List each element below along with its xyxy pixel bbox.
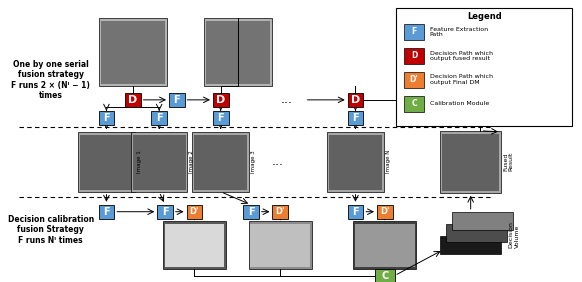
- Bar: [162, 221, 226, 269]
- Bar: [206, 21, 271, 84]
- Text: D': D': [275, 207, 285, 216]
- Bar: [169, 93, 184, 107]
- Bar: [347, 111, 363, 125]
- Bar: [213, 111, 229, 125]
- Bar: [165, 224, 224, 267]
- Text: Feature Extraction
Path: Feature Extraction Path: [430, 27, 488, 37]
- Text: Decision Path which
output Final DM: Decision Path which output Final DM: [430, 74, 493, 85]
- Bar: [80, 135, 133, 190]
- Bar: [404, 72, 424, 88]
- Text: F: F: [411, 27, 417, 36]
- Text: D: D: [216, 95, 225, 105]
- Text: D': D': [410, 75, 418, 84]
- Bar: [441, 236, 501, 254]
- Text: Fused
Result: Fused Result: [503, 152, 514, 171]
- Bar: [194, 135, 247, 190]
- Bar: [347, 205, 363, 219]
- Text: F: F: [352, 207, 359, 217]
- Bar: [98, 111, 114, 125]
- Bar: [193, 132, 249, 192]
- Bar: [98, 205, 114, 219]
- Bar: [249, 221, 312, 269]
- Bar: [404, 48, 424, 64]
- Text: D': D': [190, 207, 199, 216]
- Text: Image 2: Image 2: [190, 150, 194, 173]
- Text: Image 1: Image 1: [137, 150, 141, 173]
- Bar: [131, 132, 187, 192]
- Bar: [151, 111, 167, 125]
- Text: ...: ...: [281, 93, 293, 106]
- Text: F: F: [103, 113, 110, 123]
- Text: F: F: [218, 113, 224, 123]
- Bar: [186, 205, 202, 219]
- Text: Calibration Module: Calibration Module: [430, 101, 489, 106]
- Text: D': D': [380, 207, 389, 216]
- Bar: [250, 224, 310, 267]
- Bar: [204, 18, 272, 86]
- Bar: [98, 18, 167, 86]
- Text: Decision
Volume: Decision Volume: [509, 221, 520, 248]
- Bar: [404, 24, 424, 40]
- Text: Image N: Image N: [386, 150, 391, 173]
- Text: ...: ...: [271, 155, 283, 168]
- Bar: [101, 21, 165, 84]
- Text: Decision Path which
output fused result: Decision Path which output fused result: [430, 50, 493, 61]
- Text: Decision calibration
fusion Strategy
F runs Nᴵ times: Decision calibration fusion Strategy F r…: [8, 215, 94, 244]
- Text: Legend: Legend: [467, 12, 502, 21]
- Bar: [353, 221, 417, 269]
- Bar: [78, 132, 135, 192]
- Bar: [243, 205, 259, 219]
- Bar: [125, 93, 141, 107]
- Text: F: F: [103, 207, 110, 217]
- Text: D: D: [351, 95, 360, 105]
- Text: C: C: [381, 271, 388, 281]
- Bar: [329, 135, 382, 190]
- Bar: [133, 135, 186, 190]
- Bar: [441, 131, 501, 193]
- Text: F: F: [248, 207, 254, 217]
- Text: D: D: [128, 95, 137, 105]
- Bar: [157, 205, 173, 219]
- Bar: [446, 224, 507, 242]
- Text: F: F: [173, 95, 180, 105]
- Bar: [442, 134, 499, 191]
- Bar: [272, 205, 288, 219]
- Bar: [396, 8, 572, 126]
- Bar: [404, 96, 424, 112]
- Bar: [213, 93, 229, 107]
- Text: One by one serial
fusion strategy
F runs 2 × (Nᴵ − 1)
times: One by one serial fusion strategy F runs…: [11, 60, 90, 100]
- Text: F: F: [162, 207, 168, 217]
- Text: D: D: [411, 51, 417, 60]
- Bar: [355, 224, 414, 267]
- Text: Image 3: Image 3: [251, 150, 256, 173]
- Bar: [347, 93, 363, 107]
- Text: C: C: [411, 99, 417, 108]
- Text: F: F: [156, 113, 162, 123]
- Text: F: F: [352, 113, 359, 123]
- Bar: [327, 132, 384, 192]
- Bar: [377, 205, 392, 219]
- Bar: [452, 212, 513, 230]
- Bar: [375, 269, 395, 282]
